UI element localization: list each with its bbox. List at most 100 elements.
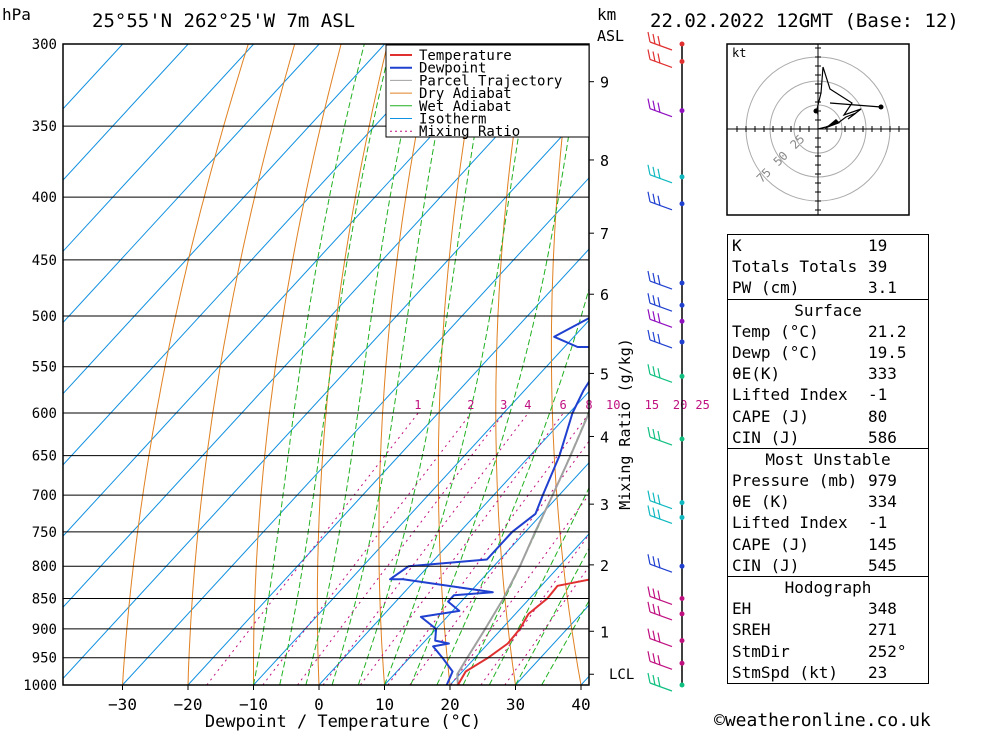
storm-motion-arrow xyxy=(824,119,840,129)
height-unit-label: km xyxy=(597,5,616,24)
wind-barb-shaft xyxy=(649,318,673,328)
km-tick-label: 1 xyxy=(600,623,609,641)
legend-label: Parcel Trajectory xyxy=(419,73,562,89)
surface-cin-row: CIN (J) 586 xyxy=(732,427,897,447)
wind-barb-shaft xyxy=(649,302,673,312)
legend-label: Mixing Ratio xyxy=(419,124,520,140)
wind-barb-shaft xyxy=(649,108,673,118)
mixing-ratio-label: 2 xyxy=(467,398,474,412)
wind-barb-shaft xyxy=(649,373,673,383)
mixing-ratio-line xyxy=(322,412,529,685)
mixing-ratio-axis-label: Mixing Ratio (g/kg) xyxy=(616,338,634,510)
surface-temp-row: Temp (°C) 21.2 xyxy=(732,321,907,341)
pressure-label: 550 xyxy=(32,360,57,376)
wet-adiabat-line xyxy=(279,44,392,685)
mixing-ratio-label: 4 xyxy=(524,398,531,412)
wind-barb-flag xyxy=(647,364,651,375)
wind-barb-flag xyxy=(657,313,661,324)
legend-label: Dewpoint xyxy=(419,61,486,77)
wind-dot xyxy=(679,682,685,688)
hodograph-trace xyxy=(829,102,882,108)
wet-adiabat-line xyxy=(384,44,535,685)
mu-li-row: Lifted Index -1 xyxy=(732,513,888,533)
x-tick-label: 30 xyxy=(506,695,525,714)
wind-barb-flag xyxy=(657,102,661,113)
km-tick-label: 7 xyxy=(600,225,609,243)
isotherm-line xyxy=(63,44,255,253)
mixing-ratio-label: 20 xyxy=(673,398,687,412)
mu-pressure-row: Pressure (mb) 979 xyxy=(732,471,897,491)
totals-row: Totals Totals 39 xyxy=(732,257,888,277)
km-tick-label: 6 xyxy=(600,286,609,304)
legend-box xyxy=(385,44,590,138)
datetime-title: 22.02.2022 12GMT (Base: 12) xyxy=(650,10,959,32)
parcel-trajectory-profile xyxy=(456,409,589,685)
wind-barb-flag xyxy=(647,586,651,597)
wind-barb-shaft xyxy=(649,514,673,525)
wind-barb-flag xyxy=(657,676,661,688)
dry-adiabat-line xyxy=(657,44,712,685)
location-title: 25°55'N 262°25'W 7m ASL xyxy=(92,10,356,32)
isotherm-line xyxy=(63,44,124,110)
wind-barb-flag xyxy=(652,556,656,567)
wind-barb-flag xyxy=(657,605,661,617)
mixing-ratio-line xyxy=(262,412,472,685)
wind-barb-flag xyxy=(647,505,651,516)
legend-label: Isotherm xyxy=(419,112,486,128)
wind-dot xyxy=(679,108,685,114)
wind-barb-flag xyxy=(657,168,661,179)
wet-adiabat-line xyxy=(541,599,589,685)
pressure-label: 300 xyxy=(32,37,57,53)
dry-adiabat-line xyxy=(708,44,720,685)
wind-barb-flag xyxy=(652,33,656,45)
isotherm-line xyxy=(63,44,189,181)
wind-barb-flag xyxy=(647,31,651,43)
wind-barb-flag xyxy=(652,674,656,686)
x-axis-label: Dewpoint / Temperature (°C) xyxy=(205,712,481,732)
pressure-label: 450 xyxy=(32,253,57,269)
wind-barb-flag xyxy=(657,368,661,379)
wind-barb-flag xyxy=(647,309,651,320)
km-tick-label: 8 xyxy=(600,152,609,170)
wind-barb-shaft xyxy=(649,660,673,670)
wind-dot xyxy=(679,41,685,47)
surface-theta-row: θE(K) 333 xyxy=(732,364,897,384)
wind-barb-flag xyxy=(657,558,661,569)
isotherm-line xyxy=(63,44,320,324)
km-tick-label: 2 xyxy=(600,557,609,575)
legend-label: Dry Adiabat xyxy=(419,86,512,102)
x-tick-label: −30 xyxy=(108,695,137,714)
wind-dot xyxy=(679,201,685,207)
pressure-label: 750 xyxy=(32,525,57,541)
wind-barb-flag xyxy=(652,603,656,615)
wind-dot xyxy=(679,373,685,379)
wind-barb-shaft xyxy=(649,563,673,573)
mixing-ratio-line xyxy=(359,412,564,685)
wind-barb-flag xyxy=(647,601,651,613)
wind-barb-flag xyxy=(647,191,651,202)
wind-dot xyxy=(679,514,685,520)
height-ref-label: ASL xyxy=(597,27,624,45)
pressure-label: 950 xyxy=(32,651,57,667)
mixing-ratio-label: 10 xyxy=(606,398,620,412)
wind-barb-shaft xyxy=(649,201,673,211)
wind-barb-flag xyxy=(647,164,651,175)
wind-dot xyxy=(679,563,685,569)
isotherm-line xyxy=(122,177,589,685)
wind-dot xyxy=(679,280,685,286)
pressure-label: 650 xyxy=(32,449,57,465)
skewt-chart: 1 2 3 4 6 8 10 15 20 2530035040045050055060065070… xyxy=(2,5,720,732)
legend-label: Wet Adiabat xyxy=(419,99,512,115)
dry-adiabat-line xyxy=(122,44,249,685)
mu-cape-row: CAPE (J) 145 xyxy=(732,534,897,554)
isotherm-line xyxy=(318,390,589,685)
wind-barb-flag xyxy=(657,53,661,64)
wind-dot xyxy=(679,595,685,601)
wind-barb-flag xyxy=(652,100,656,111)
wind-dot xyxy=(679,302,685,308)
km-tick-label: 3 xyxy=(600,496,609,514)
wind-barb-flag xyxy=(652,272,656,284)
wind-barb-flag xyxy=(652,331,656,343)
dry-adiabat-line xyxy=(187,44,296,685)
